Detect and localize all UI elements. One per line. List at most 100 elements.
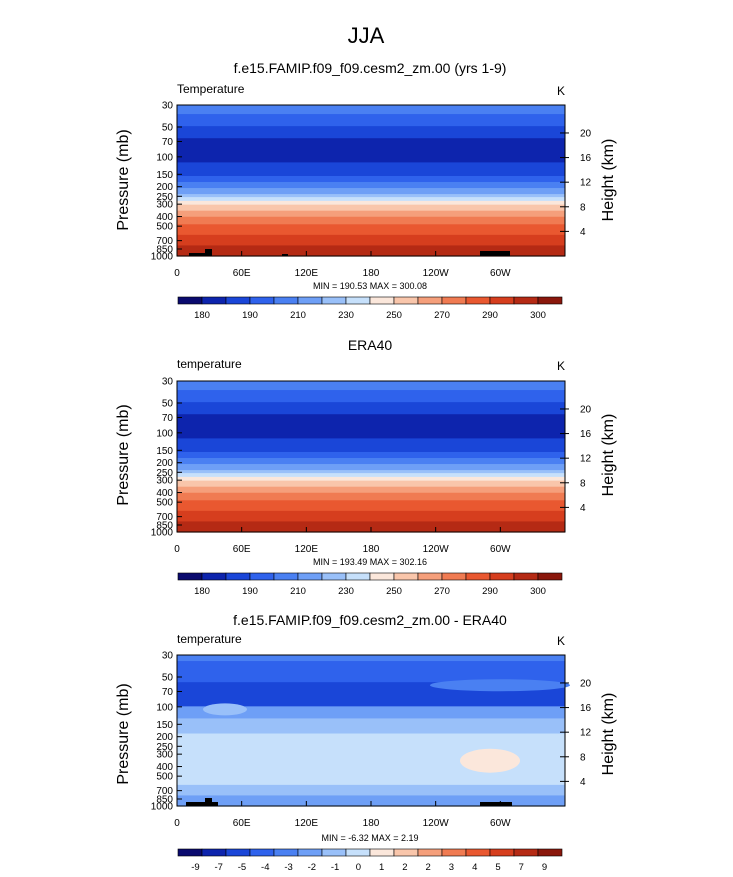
- panel-2-colorbar-box: [465, 572, 491, 581]
- panel-3-pressure-tick-label: 300: [156, 750, 173, 761]
- panel-2-height-tick-label: 12: [580, 454, 592, 465]
- panel-1-colorbar-box: [201, 296, 227, 305]
- panel-3-colorbar-box: [273, 848, 299, 857]
- panel-1-pressure-tick-label: 30: [162, 101, 174, 112]
- panel-3-colorbar-box: [465, 848, 491, 857]
- panel-3-contour-band: [177, 655, 565, 662]
- panel-2-colorbar-label: 250: [386, 586, 402, 597]
- panel-3-colorbar-label: 9: [542, 862, 547, 872]
- panel-1: f.e15.FAMIP.f09_f09.cesm2_zm.00 (yrs 1-9…: [115, 60, 617, 321]
- panel-2-colorbar-box: [177, 572, 203, 581]
- panel-1-topography: [282, 254, 288, 256]
- panel-2-colorbar-box: [417, 572, 443, 581]
- panel-3-colorbar-label: 7: [519, 862, 524, 872]
- panel-1-colorbar-box: [537, 296, 563, 305]
- panel-1-x-tick-label: 0: [174, 268, 180, 279]
- panel-1-pressure-tick-label: 1000: [151, 252, 174, 263]
- panel-1-height-tick-label: 4: [580, 227, 586, 238]
- panel-2-stats: MIN = 193.49 MAX = 302.16: [313, 557, 427, 567]
- panel-1-contour-band: [177, 210, 565, 218]
- panel-1-x-tick-label: 120E: [295, 268, 319, 279]
- panel-1-contour-band: [177, 224, 565, 236]
- panel-3-pressure-tick-label: 250: [156, 742, 173, 753]
- panel-3-pressure-tick-label: 150: [156, 720, 173, 731]
- panel-3-height-tick-label: 20: [580, 678, 592, 689]
- panel-3-height-tick-label: 12: [580, 728, 592, 739]
- panel-3-pressure-tick-label: 700: [156, 786, 173, 797]
- panel-1-colorbar-label: 250: [386, 310, 402, 321]
- panel-3-contour-band: [177, 784, 565, 797]
- panel-3-contour-patch: [203, 703, 247, 716]
- panel-3-x-tick-label: 120W: [423, 818, 450, 829]
- panel-2-x-tick-label: 0: [174, 544, 180, 555]
- panel-3-pressure-tick-label: 200: [156, 732, 173, 743]
- panel-2-colorbar-label: 290: [482, 586, 498, 597]
- panel-3-colorbar-label: 3: [449, 862, 454, 872]
- panel-1-contour-band: [177, 194, 565, 198]
- panel-3-colorbar-label: 4: [472, 862, 477, 872]
- panel-2-contour-band: [177, 464, 565, 471]
- panel-1-height-tick-label: 16: [580, 153, 592, 164]
- panel-1-pressure-tick-label: 400: [156, 212, 173, 223]
- panel-2-pressure-tick-label: 50: [162, 398, 174, 409]
- panel-1-colorbar-box: [273, 296, 299, 305]
- panel-2-pressure-tick-label: 1000: [151, 528, 174, 539]
- panel-1-contour-band: [177, 162, 565, 177]
- panel-3-x-tick-label: 180: [363, 818, 380, 829]
- panel-2-contour-band: [177, 381, 565, 391]
- figure-title: JJA: [348, 23, 385, 48]
- panel-1-colorbar-box: [489, 296, 515, 305]
- panel-3-contour-patch: [460, 748, 520, 773]
- panel-1-contour-band: [177, 105, 565, 115]
- panel-1-x-tick-label: 180: [363, 268, 380, 279]
- panel-1-contour-band: [177, 182, 565, 189]
- panel-3-contour-patch: [430, 679, 570, 692]
- panel-3-topography: [205, 798, 212, 806]
- panel-1-pressure-tick-label: 150: [156, 170, 173, 181]
- panel-1-colorbar-box: [225, 296, 251, 305]
- panel-2-colorbar-box: [537, 572, 563, 581]
- panel-3-colorbar-label: -3: [284, 862, 292, 872]
- panel-1-colorbar-box: [417, 296, 443, 305]
- panel-2-contour-band: [177, 470, 565, 474]
- panel-3-colorbar-label: 0: [356, 862, 361, 872]
- panel-1-colorbar-label: 230: [338, 310, 354, 321]
- panel-2-colorbar-box: [345, 572, 371, 581]
- panel-1-variable-label: Temperature: [177, 82, 245, 96]
- panel-1-topography: [205, 249, 212, 256]
- panel-2-height-tick-label: 4: [580, 503, 586, 514]
- panel-2-x-tick-label: 120E: [295, 544, 319, 555]
- panel-2-pressure-tick-label: 30: [162, 377, 174, 388]
- panel-2-colorbar-box: [513, 572, 539, 581]
- panel-3: f.e15.FAMIP.f09_f09.cesm2_zm.00 - ERA40 …: [115, 612, 617, 873]
- panel-3-topography: [186, 802, 218, 806]
- panel-2-colorbar-label: 180: [194, 586, 210, 597]
- panel-1-colorbar-box: [393, 296, 419, 305]
- panel-1-contour-band: [177, 200, 565, 206]
- panel-2-x-tick-label: 180: [363, 544, 380, 555]
- panel-2-ylabel: Pressure (mb): [115, 404, 132, 505]
- panel-3-colorbar-box: [225, 848, 251, 857]
- panel-2-contour-band: [177, 414, 565, 439]
- panel-1-pressure-tick-label: 200: [156, 182, 173, 193]
- panel-3-stats: MIN = -6.32 MAX = 2.19: [321, 833, 418, 843]
- panel-1-colorbar-box: [321, 296, 347, 305]
- panel-3-units: K: [557, 634, 565, 648]
- panel-2-colorbar-box: [225, 572, 251, 581]
- panel-1-colorbar-box: [441, 296, 467, 305]
- panel-3-colorbar-box: [489, 848, 515, 857]
- panel-1-colorbar-label: 270: [434, 310, 450, 321]
- panel-1-x-tick-label: 60W: [490, 268, 511, 279]
- panel-1-colorbar-label: 300: [530, 310, 546, 321]
- panel-3-y2label: Height (km): [600, 693, 617, 776]
- panel-1-height-tick-label: 8: [580, 202, 586, 213]
- panel-3-pressure-tick-label: 30: [162, 651, 174, 662]
- panel-3-pressure-tick-label: 400: [156, 762, 173, 773]
- panel-3-colorbar-label: 1: [379, 862, 384, 872]
- panel-1-colorbar-label: 190: [242, 310, 258, 321]
- panel-2-pressure-tick-label: 70: [162, 413, 174, 424]
